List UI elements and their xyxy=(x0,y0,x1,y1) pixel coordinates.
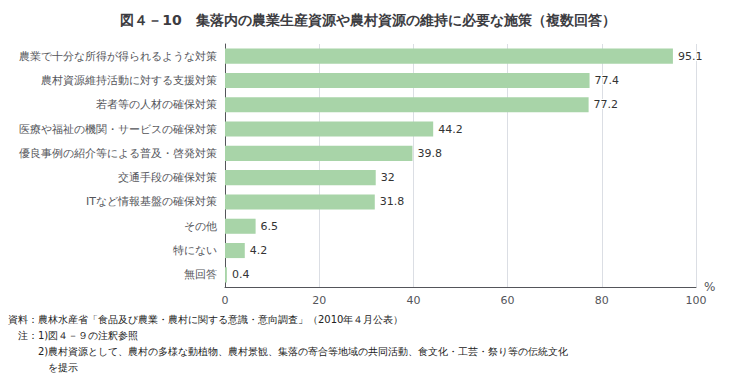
svg-text:2)農村資源として、農村の多様な動植物、農村景観、集落の寄合: 2)農村資源として、農村の多様な動植物、農村景観、集落の寄合等地域の共同活動、食… xyxy=(8,346,568,357)
svg-text:80: 80 xyxy=(595,294,609,307)
svg-text:優良事例の紹介等による普及・啓発対策: 優良事例の紹介等による普及・啓発対策 xyxy=(19,147,217,160)
svg-text:図４－10 集落内の農業生産資源や農村資源の維持に必要な施策: 図４－10 集落内の農業生産資源や農村資源の維持に必要な施策（複数回答） xyxy=(120,12,615,28)
svg-text:6.5: 6.5 xyxy=(261,220,279,233)
svg-text:0: 0 xyxy=(222,294,229,307)
svg-text:農村資源維持活動に対する支援対策: 農村資源維持活動に対する支援対策 xyxy=(41,74,217,87)
svg-text:60: 60 xyxy=(501,294,515,307)
svg-text:40: 40 xyxy=(406,294,420,307)
svg-text:4.2: 4.2 xyxy=(250,244,267,257)
svg-text:39.8: 39.8 xyxy=(417,147,442,160)
svg-text:ITなど情報基盤の確保対策: ITなど情報基盤の確保対策 xyxy=(86,195,217,208)
svg-text:を提示: を提示 xyxy=(8,362,78,373)
svg-text:100: 100 xyxy=(686,294,707,307)
svg-text:20: 20 xyxy=(312,294,326,307)
svg-text:44.2: 44.2 xyxy=(438,123,463,136)
svg-text:0.4: 0.4 xyxy=(232,268,250,281)
svg-text:医療や福祉の機関・サービスの確保対策: 医療や福祉の機関・サービスの確保対策 xyxy=(19,123,217,136)
svg-text:77.2: 77.2 xyxy=(594,98,619,111)
svg-text:%: % xyxy=(704,280,715,294)
svg-text:若者等の人材の確保対策: 若者等の人材の確保対策 xyxy=(96,98,217,111)
svg-text:資料：農林水産省「食品及び農業・農村に関する意識・意向調査」: 資料：農林水産省「食品及び農業・農村に関する意識・意向調査」（2010年４月公表… xyxy=(8,314,403,325)
svg-text:その他: その他 xyxy=(184,220,217,233)
svg-text:95.1: 95.1 xyxy=(678,50,703,63)
svg-text:農業で十分な所得が得られるような対策: 農業で十分な所得が得られるような対策 xyxy=(19,50,217,63)
svg-text:32: 32 xyxy=(381,171,395,184)
svg-text:注：1)図４－９の注釈参照: 注：1)図４－９の注釈参照 xyxy=(8,330,138,341)
svg-text:特にない: 特にない xyxy=(173,244,217,257)
svg-text:交通手段の確保対策: 交通手段の確保対策 xyxy=(118,171,217,184)
svg-text:77.4: 77.4 xyxy=(595,74,620,87)
svg-text:31.8: 31.8 xyxy=(380,195,405,208)
svg-text:無回答: 無回答 xyxy=(184,268,217,281)
